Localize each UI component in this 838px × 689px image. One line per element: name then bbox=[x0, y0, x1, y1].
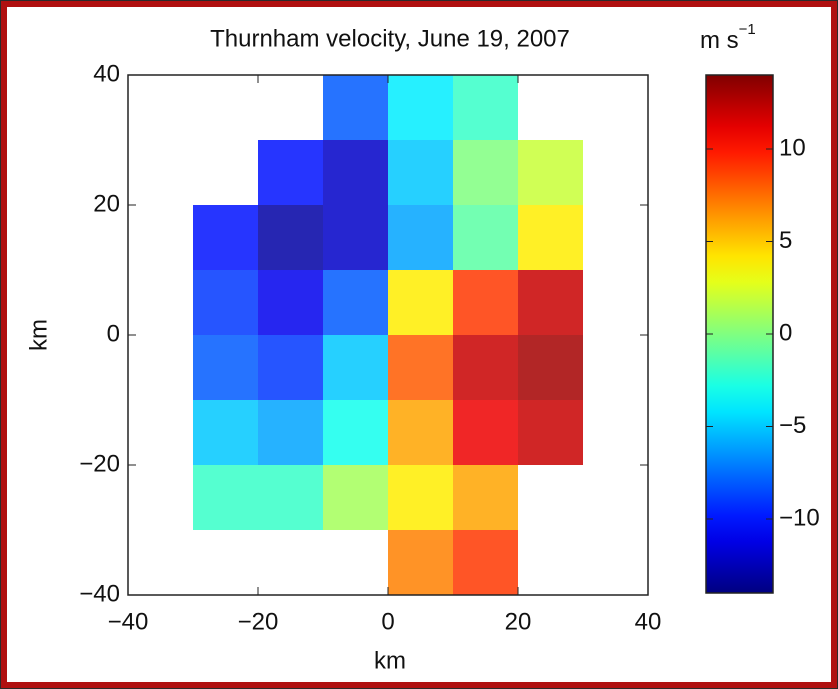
heatmap-cell bbox=[323, 400, 388, 465]
heatmap-cell bbox=[518, 270, 583, 335]
colorbar bbox=[705, 74, 774, 594]
colorbar-tick-label: −10 bbox=[779, 504, 820, 531]
heatmap-cell bbox=[453, 530, 518, 595]
y-tick-label: −20 bbox=[79, 450, 120, 477]
x-tick-label: 40 bbox=[635, 608, 662, 635]
heatmap-cell bbox=[388, 465, 453, 530]
x-tick-label: 0 bbox=[381, 608, 394, 635]
heatmap-cell bbox=[258, 205, 323, 270]
heatmap-cell bbox=[193, 465, 258, 530]
y-tick-label: 0 bbox=[107, 320, 120, 347]
x-axis-label: km bbox=[374, 647, 406, 674]
x-tick-label: −40 bbox=[108, 608, 149, 635]
heatmap-cell bbox=[453, 400, 518, 465]
heatmap-cell bbox=[453, 270, 518, 335]
x-tick-label: −20 bbox=[238, 608, 279, 635]
heatmap-cell bbox=[453, 335, 518, 400]
y-axis-label: km bbox=[25, 319, 52, 351]
heatmap-cell bbox=[388, 530, 453, 595]
colorbar-tick-label: 10 bbox=[779, 134, 806, 161]
colorbar-unit: m s bbox=[700, 27, 739, 54]
heatmap-cell bbox=[518, 140, 583, 205]
heatmap-cell bbox=[323, 205, 388, 270]
heatmap-cell bbox=[453, 465, 518, 530]
heatmap-cell bbox=[388, 270, 453, 335]
heatmap-cell bbox=[193, 270, 258, 335]
colorbar-label: m s−1 bbox=[700, 21, 756, 54]
colorbar-exponent: −1 bbox=[739, 21, 756, 38]
heatmap-cell bbox=[323, 140, 388, 205]
y-tick-label: 20 bbox=[93, 190, 120, 217]
heatmap-cell bbox=[453, 140, 518, 205]
heatmap-cell bbox=[258, 335, 323, 400]
colorbar-tick-label: −5 bbox=[779, 412, 806, 439]
heatmap-cell bbox=[258, 140, 323, 205]
heatmap-cell bbox=[453, 205, 518, 270]
heatmap-cell bbox=[453, 75, 518, 140]
heatmap-cell bbox=[323, 270, 388, 335]
heatmap-cell bbox=[258, 270, 323, 335]
heatmap-cell bbox=[388, 140, 453, 205]
heatmap-cell bbox=[323, 335, 388, 400]
y-tick-label: 40 bbox=[93, 60, 120, 87]
heatmap-cell bbox=[518, 400, 583, 465]
heatmap-cell bbox=[388, 400, 453, 465]
heatmap-cell bbox=[193, 205, 258, 270]
colorbar-tick-label: 0 bbox=[779, 319, 792, 346]
heatmap-cell bbox=[193, 400, 258, 465]
heatmap-cell bbox=[388, 75, 453, 140]
x-tick-label: 20 bbox=[505, 608, 532, 635]
y-tick-label: −40 bbox=[79, 580, 120, 607]
heatmap-cell bbox=[518, 335, 583, 400]
heatmap-cell bbox=[323, 465, 388, 530]
heatmap-cell bbox=[258, 465, 323, 530]
heatmap-cell bbox=[388, 205, 453, 270]
chart-title: Thurnham velocity, June 19, 2007 bbox=[210, 25, 570, 52]
heatmap-cell bbox=[388, 335, 453, 400]
heatmap-cell bbox=[323, 75, 388, 140]
heatmap-cell bbox=[258, 400, 323, 465]
colorbar-tick-label: 5 bbox=[779, 227, 792, 254]
heatmap-cell bbox=[518, 205, 583, 270]
heatmap-cell bbox=[193, 335, 258, 400]
